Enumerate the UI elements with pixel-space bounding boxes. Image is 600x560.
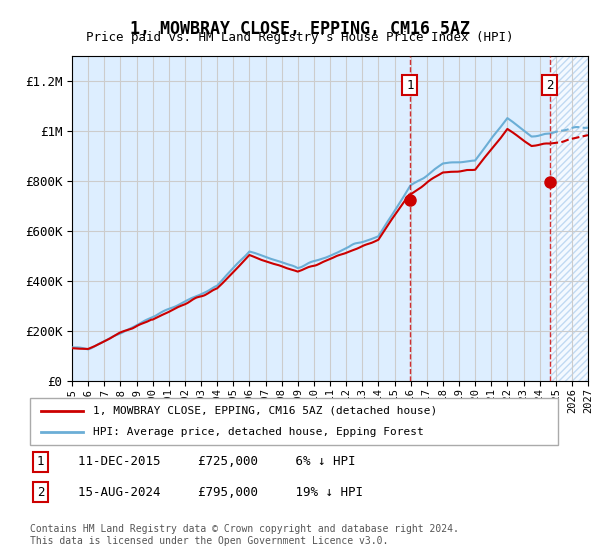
Text: 1: 1 bbox=[406, 79, 413, 92]
FancyBboxPatch shape bbox=[30, 398, 558, 445]
Text: 11-DEC-2015     £725,000     6% ↓ HPI: 11-DEC-2015 £725,000 6% ↓ HPI bbox=[77, 455, 355, 468]
Text: 1, MOWBRAY CLOSE, EPPING, CM16 5AZ (detached house): 1, MOWBRAY CLOSE, EPPING, CM16 5AZ (deta… bbox=[94, 406, 437, 416]
Text: HPI: Average price, detached house, Epping Forest: HPI: Average price, detached house, Eppi… bbox=[94, 427, 424, 437]
Text: 15-AUG-2024     £795,000     19% ↓ HPI: 15-AUG-2024 £795,000 19% ↓ HPI bbox=[77, 486, 362, 498]
Text: 2: 2 bbox=[546, 79, 553, 92]
Text: Contains HM Land Registry data © Crown copyright and database right 2024.
This d: Contains HM Land Registry data © Crown c… bbox=[30, 524, 459, 546]
Text: 1: 1 bbox=[37, 455, 44, 468]
Text: 2: 2 bbox=[37, 486, 44, 498]
Text: Price paid vs. HM Land Registry's House Price Index (HPI): Price paid vs. HM Land Registry's House … bbox=[86, 31, 514, 44]
Text: 1, MOWBRAY CLOSE, EPPING, CM16 5AZ: 1, MOWBRAY CLOSE, EPPING, CM16 5AZ bbox=[130, 20, 470, 38]
